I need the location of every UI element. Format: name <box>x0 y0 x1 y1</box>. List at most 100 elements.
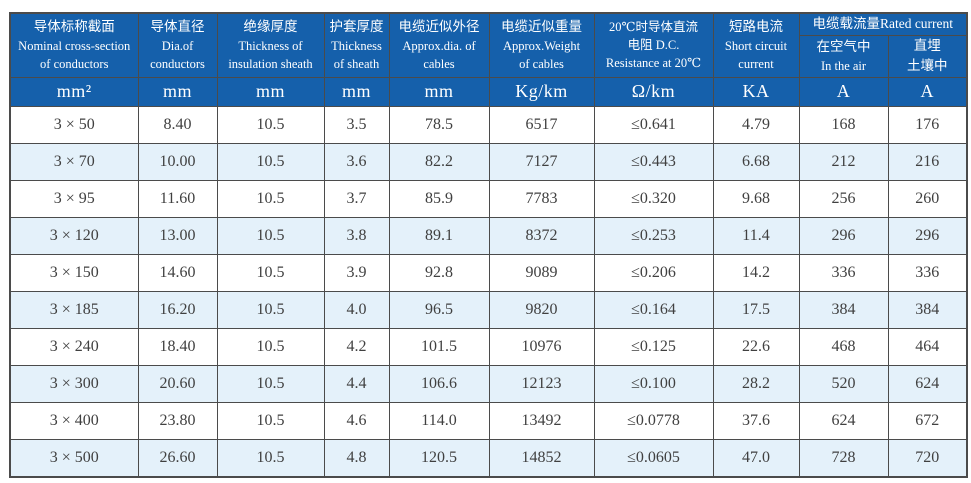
table-cell: 120.5 <box>388 439 490 478</box>
table-cell: 26.60 <box>137 439 218 478</box>
col-header-rated-current-air: 在空气中 In the air <box>798 34 889 78</box>
table-cell: 3 × 185 <box>9 290 139 330</box>
table-cell: 10.5 <box>216 328 325 367</box>
table-cell: 9.68 <box>712 179 800 218</box>
header-line-en: Approx.Weight <box>502 39 581 54</box>
table-cell: 720 <box>887 439 968 478</box>
table-cell: 10.5 <box>216 105 325 144</box>
header-line-en: of conductors <box>40 57 109 72</box>
table-cell: 17.5 <box>712 290 800 330</box>
table-cell: 10.5 <box>216 439 325 478</box>
col-header-approx-diameter: 电缆近似外径 Approx.dia. of cables <box>388 12 490 78</box>
header-line-zh: 直埋 <box>913 37 941 53</box>
table-cell: ≤0.320 <box>593 179 714 218</box>
header-line-en: current <box>738 57 774 72</box>
table-cell: 10.5 <box>216 365 325 404</box>
unit-cell-short-circuit-current: KA <box>712 76 800 107</box>
unit-cell-approx-diameter: mm <box>388 76 490 107</box>
header-line-en: Thickness of <box>238 39 303 54</box>
table-cell: 37.6 <box>712 402 800 441</box>
table-cell: ≤0.164 <box>593 290 714 330</box>
table-cell: ≤0.641 <box>593 105 714 144</box>
table-cell: 3 × 240 <box>9 328 139 367</box>
header-line-zh: 导体标称截面 <box>33 19 115 34</box>
table-cell: 260 <box>887 179 968 218</box>
header-row-units: mm² mm mm mm mm Kg/km Ω/km KA A A <box>9 76 968 107</box>
table-row: 3 × 300 20.60 10.5 4.4 106.6 12123 ≤0.100 28.2 5… <box>9 365 968 404</box>
table-cell: 11.60 <box>137 179 218 218</box>
table-cell: 296 <box>887 216 968 255</box>
table-cell: 114.0 <box>388 402 490 441</box>
table-cell: 672 <box>887 402 968 441</box>
header-row-main: 导体标称截面 Nominal cross-section of conducto… <box>9 12 968 78</box>
table-cell: 96.5 <box>388 290 490 330</box>
table-cell: 13.00 <box>137 216 218 255</box>
table-cell: 468 <box>798 328 889 367</box>
table-cell: 9089 <box>488 253 595 292</box>
table-cell: 92.8 <box>388 253 490 292</box>
cable-spec-table-container: 导体标称截面 Nominal cross-section of conducto… <box>9 12 968 478</box>
table-cell: 336 <box>887 253 968 292</box>
unit-cell-approx-weight: Kg/km <box>488 76 595 107</box>
table-cell: 176 <box>887 105 968 144</box>
header-line-en: In the air <box>820 59 867 74</box>
table-cell: 256 <box>798 179 889 218</box>
table-cell: 3.9 <box>323 253 390 292</box>
header-line-zh: 短路电流 <box>729 19 783 34</box>
unit-cell-sheath-thickness: mm <box>323 76 390 107</box>
header-line-en: of cables <box>519 57 564 72</box>
table-cell: 28.2 <box>712 365 800 404</box>
table-cell: 4.4 <box>323 365 390 404</box>
table-cell: ≤0.0605 <box>593 439 714 478</box>
table-cell: 47.0 <box>712 439 800 478</box>
table-cell: 168 <box>798 105 889 144</box>
col-header-approx-weight: 电缆近似重量 Approx.Weight of cables <box>488 12 595 78</box>
table-row: 3 × 70 10.00 10.5 3.6 82.2 7127 ≤0.443 6.68 212 2… <box>9 142 968 181</box>
header-line-en: 电阻 D.C. <box>627 38 680 53</box>
header-line-en: cables <box>423 57 455 72</box>
table-cell: 106.6 <box>388 365 490 404</box>
table-cell: 3 × 400 <box>9 402 139 441</box>
table-cell: 624 <box>798 402 889 441</box>
table-cell: 728 <box>798 439 889 478</box>
table-cell: 89.1 <box>388 216 490 255</box>
table-cell: 3 × 50 <box>9 105 139 144</box>
col-header-conductor-diameter: 导体直径 Dia.of conductors <box>137 12 218 78</box>
table-cell: 212 <box>798 142 889 181</box>
table-row: 3 × 50 8.40 10.5 3.5 78.5 6517 ≤0.641 4.79 168 17… <box>9 105 968 144</box>
header-line-zh: 电缆近似重量 <box>501 19 582 34</box>
table-cell: 82.2 <box>388 142 490 181</box>
table-cell: 23.80 <box>137 402 218 441</box>
col-header-dc-resistance: 20℃时导体直流 电阻 D.C. Resistance at 20℃ <box>593 12 714 78</box>
table-cell: 3.8 <box>323 216 390 255</box>
col-header-nominal-cross-section: 导体标称截面 Nominal cross-section of conducto… <box>9 12 139 78</box>
table-cell: 464 <box>887 328 968 367</box>
table-cell: ≤0.443 <box>593 142 714 181</box>
header-line-en: Resistance at 20℃ <box>605 56 702 71</box>
header-line-zh: 土壤中 <box>907 58 948 73</box>
header-line-en: insulation sheath <box>228 57 313 72</box>
table-cell: ≤0.100 <box>593 365 714 404</box>
table-cell: 384 <box>887 290 968 330</box>
header-row-sub: 在空气中 In the air 直埋 土壤中 <box>10 34 968 78</box>
table-cell: 10.00 <box>137 142 218 181</box>
table-cell: 8.40 <box>137 105 218 144</box>
col-header-rated-current-soil: 直埋 土壤中 <box>887 34 968 78</box>
table-cell: 3 × 120 <box>9 216 139 255</box>
table-cell: 10976 <box>488 328 595 367</box>
table-row: 3 × 400 23.80 10.5 4.6 114.0 13492 ≤0.0778 37.6… <box>9 402 968 441</box>
table-row: 3 × 500 26.60 10.5 4.8 120.5 14852 ≤0.0605 47.0… <box>9 439 968 478</box>
table-cell: 7127 <box>488 142 595 181</box>
table-cell: ≤0.206 <box>593 253 714 292</box>
table-cell: 7783 <box>488 179 595 218</box>
table-cell: 624 <box>887 365 968 404</box>
table-cell: 10.5 <box>216 142 325 181</box>
header-line-en: Thickness <box>331 39 382 54</box>
header-line-en: conductors <box>150 57 205 72</box>
table-cell: 8372 <box>488 216 595 255</box>
col-header-insulation-thickness: 绝缘厚度 Thickness of insulation sheath <box>216 12 325 78</box>
header-line-en: Short circuit <box>724 39 788 54</box>
table-row: 3 × 150 14.60 10.5 3.9 92.8 9089 ≤0.206 14.2 336… <box>9 253 968 292</box>
table-cell: 4.8 <box>323 439 390 478</box>
header-line-en: Approx.dia. of <box>402 39 476 54</box>
